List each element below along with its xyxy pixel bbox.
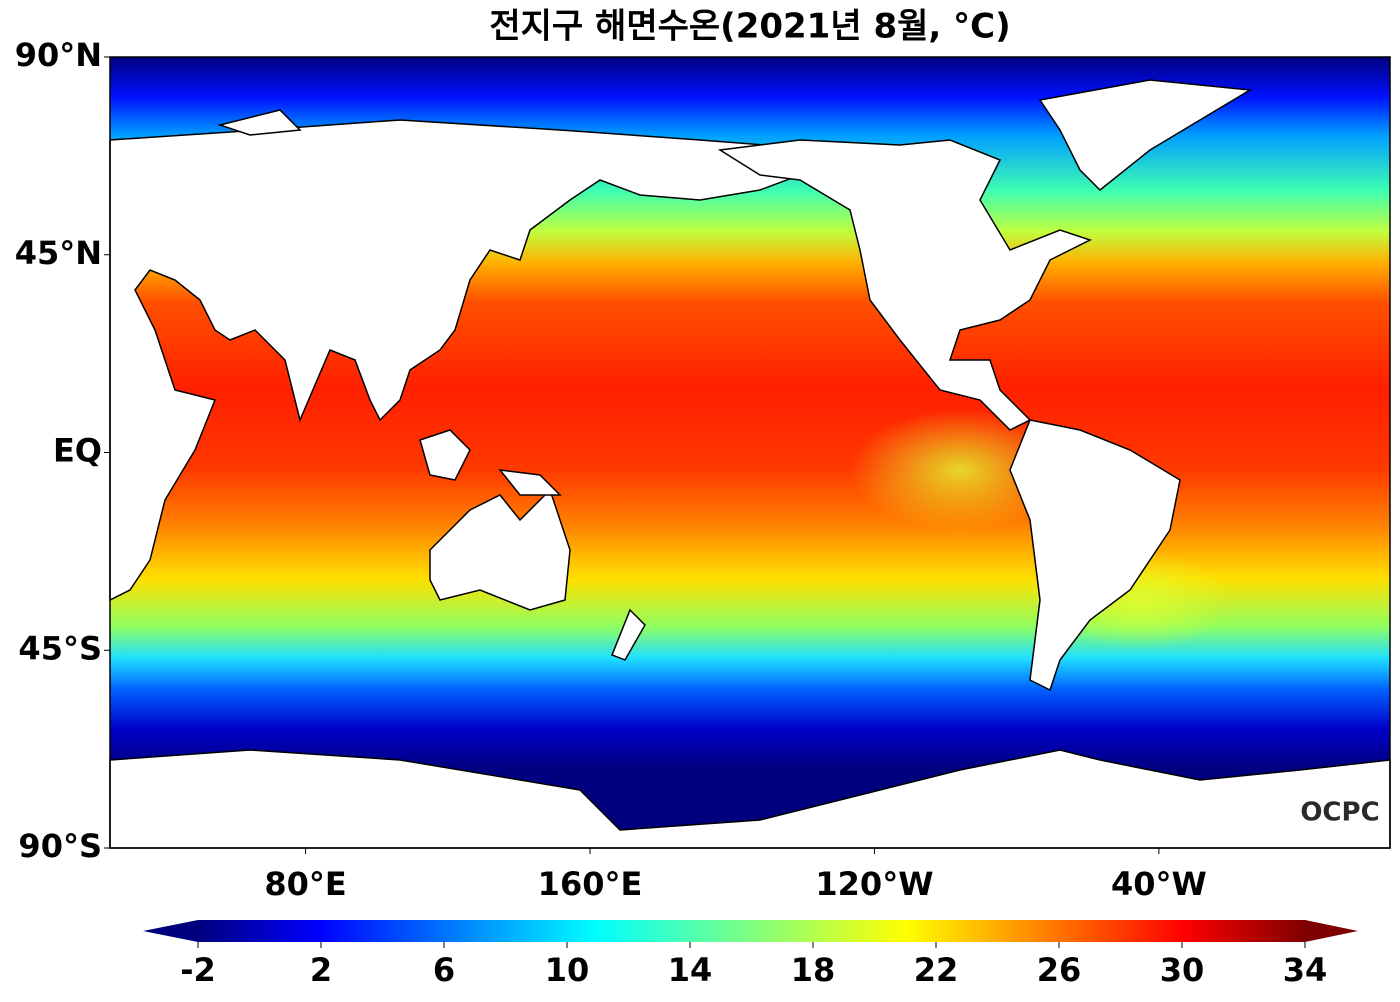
- lon-tick-label: 80°E: [264, 865, 346, 903]
- colorbar-tick-label: 6: [433, 951, 455, 989]
- lat-tick-label: EQ: [53, 432, 102, 470]
- colorbar-tick-label: 10: [545, 951, 590, 989]
- lat-tick-label: 45°S: [18, 629, 102, 667]
- colorbar-tick-label: 30: [1160, 951, 1205, 989]
- colorbar-tick-label: 2: [310, 951, 332, 989]
- map-area: OCPC: [109, 56, 1391, 849]
- watermark: OCPC: [1300, 798, 1379, 828]
- colorbar-tick-label: -2: [180, 951, 216, 989]
- colorbar-body: [198, 920, 1305, 942]
- lon-tick-label: 160°E: [538, 865, 643, 903]
- colorbar-tick-label: 14: [668, 951, 713, 989]
- colorbar-tick-label: 18: [791, 951, 836, 989]
- lat-tick-label: 90°S: [18, 827, 102, 865]
- arctic-islands: [217, 109, 302, 136]
- lon-tick-label: 40°W: [1111, 865, 1207, 903]
- colorbar-extend-low: [143, 920, 198, 942]
- colorbar: [143, 920, 1358, 942]
- new-guinea: [498, 469, 562, 496]
- new-zealand: [611, 608, 646, 661]
- greenland: [1038, 79, 1253, 192]
- south-america: [1009, 419, 1181, 692]
- colorbar-tick-label: 22: [914, 951, 959, 989]
- borneo: [419, 429, 471, 481]
- colorbar-extend-high: [1305, 920, 1358, 942]
- australia: [429, 488, 571, 611]
- lat-tick-label: 45°N: [15, 234, 102, 272]
- colorbar-tick-label: 34: [1283, 951, 1328, 989]
- north-america: [717, 139, 1092, 431]
- map-title: 전지구 해면수온(2021년 8월, °C): [489, 7, 1010, 47]
- cold-tongue: [850, 410, 1070, 530]
- lon-tick-label: 120°W: [815, 865, 933, 903]
- lat-tick-label: 90°N: [15, 36, 102, 74]
- colorbar-tick-label: 26: [1037, 951, 1082, 989]
